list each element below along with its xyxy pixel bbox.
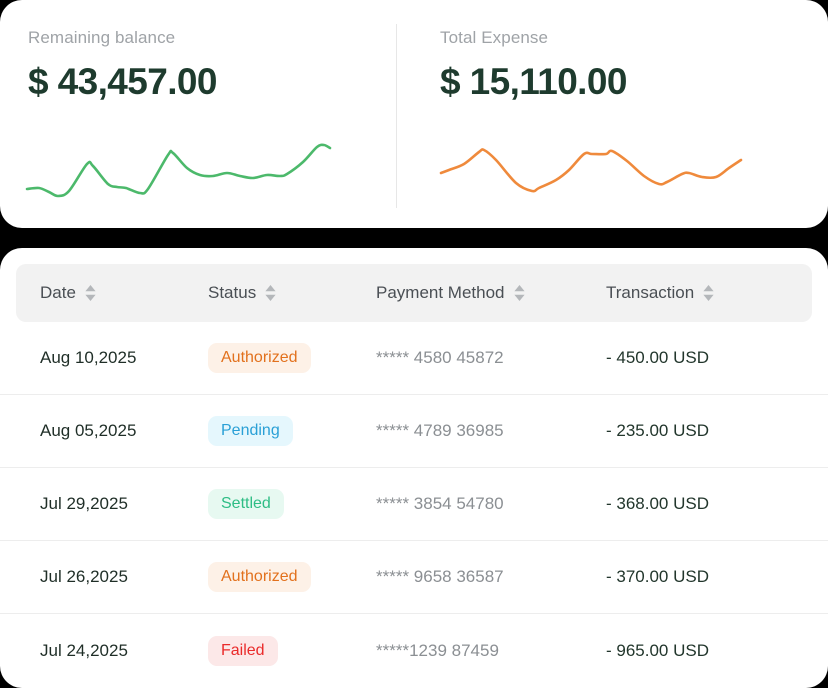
status-badge: Authorized [208, 562, 311, 592]
transactions-card: Date Status Payment Method Transaction [0, 248, 828, 688]
date-cell: Aug 10,2025 [40, 348, 137, 367]
column-header-date-label: Date [40, 283, 76, 302]
remaining-balance-panel: Remaining balance $ 43,457.00 [0, 0, 397, 228]
total-expense-value: $ 15,110.00 [440, 61, 627, 102]
summary-divider [396, 24, 397, 208]
status-badge: Failed [208, 635, 278, 666]
payment-method-cell: ***** 9658 36587 [376, 567, 504, 586]
remaining-balance-sparkline [25, 143, 332, 198]
transaction-amount-cell: - 235.00 USD [606, 421, 709, 440]
column-header-date[interactable]: Date [40, 283, 208, 303]
table-row[interactable]: Jul 24,2025 Failed *****1239 87459 - 965… [0, 614, 828, 687]
total-expense-panel: Total Expense $ 15,110.00 [397, 0, 828, 228]
column-header-payment-method[interactable]: Payment Method [376, 283, 606, 303]
transaction-amount-cell: - 450.00 USD [606, 348, 709, 367]
table-row[interactable]: Aug 10,2025 Authorized ***** 4580 45872 … [0, 322, 828, 395]
remaining-balance-label: Remaining balance [28, 28, 176, 47]
transaction-amount-cell: - 368.00 USD [606, 494, 709, 513]
transaction-amount-cell: - 370.00 USD [606, 567, 709, 586]
sort-arrows-icon [265, 285, 276, 301]
sort-arrows-icon [703, 285, 714, 301]
total-expense-label: Total Expense [440, 28, 549, 47]
status-badge: Settled [208, 489, 284, 519]
transaction-amount-cell: - 965.00 USD [606, 640, 709, 660]
summary-card: Remaining balance $ 43,457.00 Total Expe… [0, 0, 828, 228]
payment-method-cell: *****1239 87459 [376, 640, 499, 660]
payment-method-cell: ***** 4789 36985 [376, 421, 504, 440]
table-row[interactable]: Jul 26,2025 Authorized ***** 9658 36587 … [0, 541, 828, 614]
column-header-payment-method-label: Payment Method [376, 283, 505, 302]
status-badge: Authorized [208, 343, 311, 373]
date-cell: Jul 24,2025 [40, 640, 128, 660]
payment-method-cell: ***** 3854 54780 [376, 494, 504, 513]
remaining-balance-value: $ 43,457.00 [28, 61, 217, 102]
sort-arrows-icon [85, 285, 96, 301]
table-row[interactable]: Aug 05,2025 Pending ***** 4789 36985 - 2… [0, 395, 828, 468]
table-header-row: Date Status Payment Method Transaction [16, 264, 812, 322]
column-header-transaction-label: Transaction [606, 283, 695, 302]
date-cell: Jul 29,2025 [40, 494, 128, 513]
column-header-status-label: Status [208, 283, 257, 302]
table-row[interactable]: Jul 29,2025 Settled ***** 3854 54780 - 3… [0, 468, 828, 541]
total-expense-sparkline [439, 148, 743, 193]
payment-method-cell: ***** 4580 45872 [376, 348, 504, 367]
date-cell: Jul 26,2025 [40, 567, 128, 586]
status-badge: Pending [208, 416, 293, 446]
sort-arrows-icon [513, 285, 525, 301]
column-header-transaction[interactable]: Transaction [606, 283, 812, 303]
date-cell: Aug 05,2025 [40, 421, 137, 440]
column-header-status[interactable]: Status [208, 283, 376, 303]
